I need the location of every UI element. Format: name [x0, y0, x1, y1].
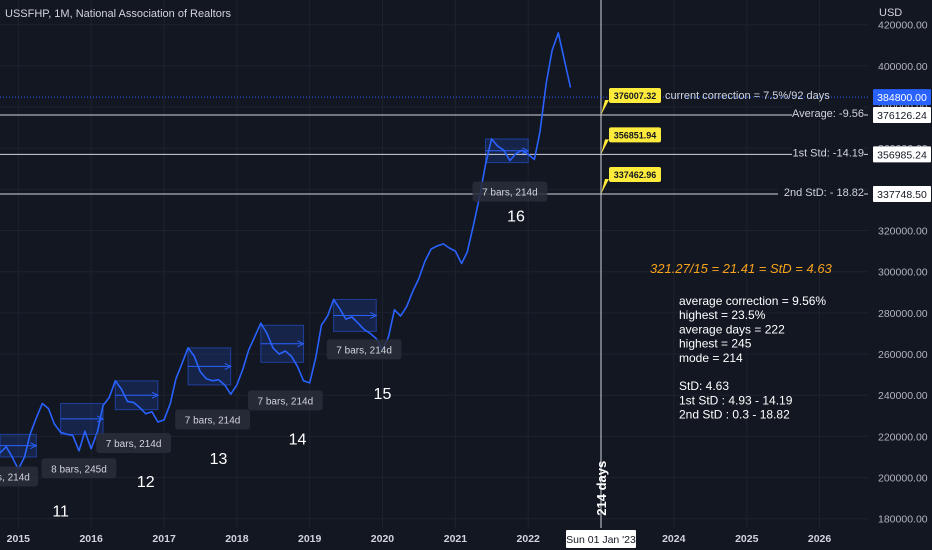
y-axis[interactable]: 180000.00 200000.00 220000.00 240000.00 2600… [872, 0, 932, 550]
level-callout-box [608, 127, 661, 143]
x-tick-label: 2020 [371, 533, 395, 545]
price-line [0, 32, 572, 471]
y-tick-label: 420000.00 [878, 20, 928, 32]
last-price-value: 384800.00 [877, 92, 927, 104]
bar-count-label: 7 bars, 214d [106, 439, 162, 450]
last-price-tag [873, 89, 931, 106]
level-label-bg [792, 145, 864, 160]
level-callout-pointer [600, 139, 609, 155]
x-tick-label: 2025 [735, 533, 759, 545]
cycle-number: 14 [289, 432, 307, 449]
level-callout-box [608, 167, 661, 183]
y-tick-label: 300000.00 [878, 267, 928, 279]
y-tick-label: 280000.00 [878, 308, 928, 320]
level-callout-pointer [600, 100, 609, 116]
range-arrow-head [370, 312, 378, 319]
x-tick-label: 2026 [808, 533, 832, 545]
level-callout-box [608, 88, 661, 104]
bar-count-label: 8 bars, 245d [51, 464, 107, 475]
cycle-number: 12 [137, 474, 155, 491]
bar-count-badge [0, 466, 39, 487]
bar-count-label: 7 bars, 214d [482, 188, 538, 199]
level-axis-value: 356985.24 [877, 149, 927, 161]
range-arrow-head [30, 442, 38, 450]
bar-count-badge [41, 458, 117, 479]
x-tick-label: 2021 [444, 533, 468, 545]
range-arrow-head [521, 147, 530, 155]
level-label: 1st Std: -14.19 [792, 147, 864, 159]
y-tick-label: 220000.00 [878, 431, 928, 443]
chart-annotations: bars, 214d 8 bars, 245d 7 bars, 214d 7 bars… [0, 181, 833, 521]
currency-label: USD [879, 7, 902, 19]
x-tick-label: 2018 [225, 533, 249, 545]
bar-count-badge [326, 339, 402, 360]
bar-count-label: 7 bars, 214d [336, 345, 392, 356]
crosshair-date-tag [565, 530, 636, 548]
stats-line: average correction = 9.56% [679, 294, 826, 308]
level-target-value: 376007.32 [614, 91, 657, 101]
level-axis-tag [873, 186, 931, 203]
stats-line: average days = 222 [679, 322, 785, 336]
range-arrow-head [297, 340, 305, 348]
chart-title: USSFHP, 1M, National Association of Real… [5, 8, 232, 20]
level-callout-pointer [600, 179, 609, 195]
cycle-number: 13 [210, 451, 228, 468]
y-tick-label: 320000.00 [878, 226, 928, 238]
level-label-bg [778, 185, 864, 200]
y-tick-label: 240000.00 [878, 390, 928, 402]
x-tick-label: 2022 [517, 533, 541, 545]
y-tick-label: 260000.00 [878, 349, 928, 361]
x-tick-label: 2015 [7, 533, 31, 545]
current-correction-note: current correction = 7.5%/92 days [665, 90, 830, 102]
bar-count-badge [175, 409, 250, 430]
stats-line: StD: 4.63 [679, 379, 729, 393]
range-arrow-head [151, 391, 160, 399]
level-lines: Average: -9.56 376007.32 current correctio… [0, 0, 868, 550]
x-tick-label: 2019 [298, 533, 322, 545]
level-label: Average: -9.56 [792, 108, 864, 120]
price-series [0, 32, 572, 471]
stats-line: 2nd StD : 0.3 - 18.82 [679, 408, 790, 422]
level-label: 2nd StD: - 18.82 [784, 187, 864, 199]
x-axis[interactable]: 2015 2016 2017 2018 2019 2020 2021 2022 2024 2025… [0, 528, 872, 550]
level-axis-value: 337748.50 [877, 189, 927, 201]
level-axis-tag [873, 146, 931, 163]
bar-count-label: 7 bars, 214d [185, 416, 241, 427]
level-target-value: 337462.96 [614, 170, 657, 180]
x-tick-label: 2017 [152, 533, 176, 545]
std-formula: 321.27/15 = 21.41 = StD = 4.63 [650, 261, 833, 276]
range-arrow-head [224, 362, 232, 370]
level-label-bg [792, 106, 864, 121]
stats-line: highest = 23.5% [679, 308, 766, 322]
vertical-line-days-label: 214 days [594, 461, 609, 516]
y-tick-label: 180000.00 [878, 514, 928, 526]
y-tick-label: 200000.00 [878, 473, 928, 485]
y-tick-label: 400000.00 [878, 61, 928, 73]
x-tick-label: 2024 [662, 533, 686, 545]
stats-line: mode = 214 [679, 351, 743, 365]
stats-line: highest = 245 [679, 337, 752, 351]
level-axis-tag [873, 107, 931, 124]
cycle-number: 15 [374, 386, 392, 403]
bar-count-badge [247, 390, 323, 411]
level-target-value: 356851.94 [614, 130, 657, 140]
range-boxes [0, 138, 530, 458]
bar-count-label: bars, 214d [0, 473, 30, 484]
level-axis-value: 376126.24 [877, 110, 927, 122]
x-tick-label: 2016 [79, 533, 103, 545]
cycle-number: 16 [507, 208, 525, 225]
cycle-number: 11 [52, 504, 69, 521]
bar-count-badge [472, 181, 548, 202]
x-axis-bg [0, 528, 872, 550]
stats-line: 1st StD : 4.93 - 14.19 [679, 393, 793, 407]
bar-count-label: 7 bars, 214d [258, 396, 314, 407]
bar-count-badge [96, 432, 171, 453]
crosshair-date-label: Sun 01 Jan '23 [566, 534, 636, 546]
